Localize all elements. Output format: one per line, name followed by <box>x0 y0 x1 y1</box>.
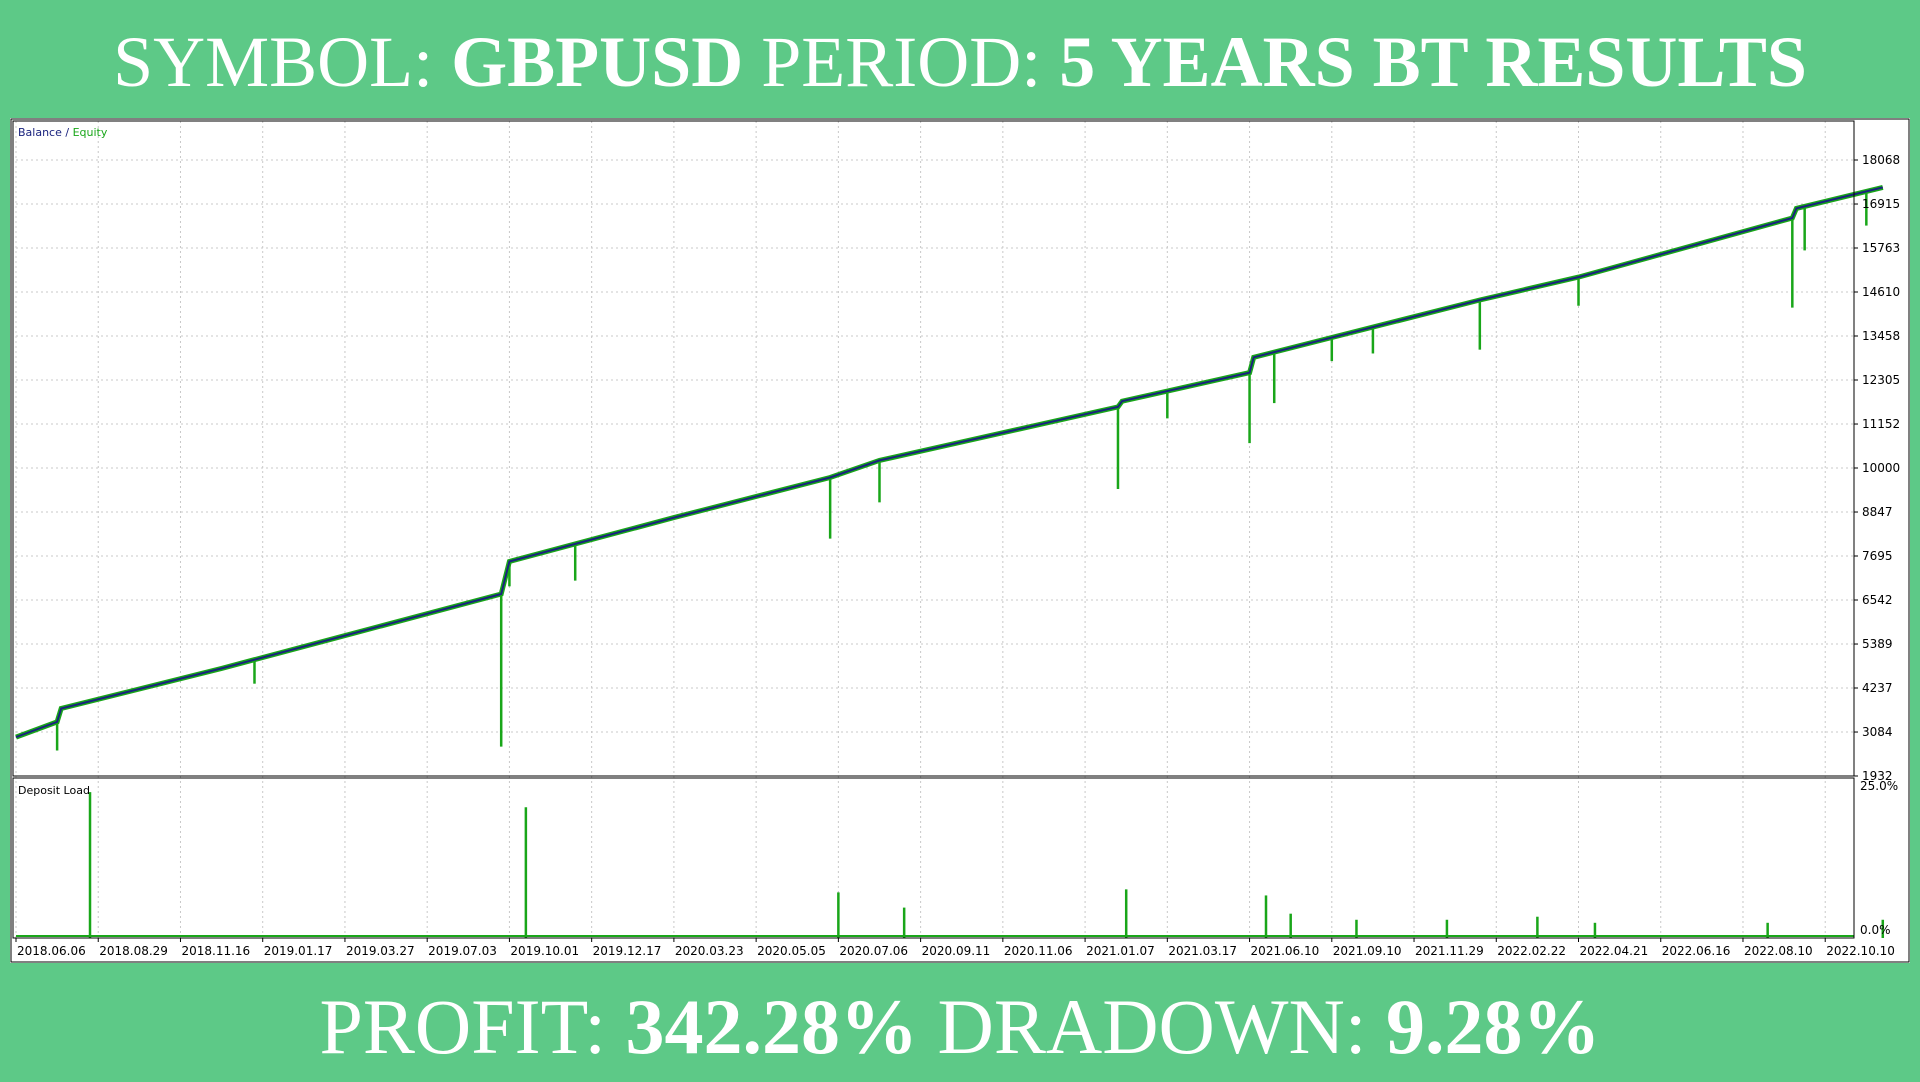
x-tick-label: 2021.01.07 <box>1086 944 1155 958</box>
x-axis-ticks: 2018.06.06 2018.08.29 2018.11.16 2019.01.17… <box>15 938 1895 958</box>
x-tick-label: 2018.08.29 <box>99 944 168 958</box>
x-tick-label: 2019.12.17 <box>593 944 662 958</box>
x-tick-label: 2020.07.06 <box>839 944 908 958</box>
y-tick-label: 18068 <box>1862 153 1900 167</box>
results-banner: PROFIT: 342.28% DRADOWN: 9.28% <box>0 972 1920 1082</box>
x-tick-label: 2019.01.17 <box>264 944 333 958</box>
x-tick-label: 2021.06.10 <box>1251 944 1320 958</box>
y-tick-label: 15763 <box>1862 241 1900 255</box>
equity-series <box>15 184 1884 751</box>
chart-outer-border <box>10 118 1910 963</box>
x-tick-label: 2022.04.21 <box>1580 944 1649 958</box>
profit-value: 342.28% <box>625 983 919 1070</box>
y-tick-label: 11152 <box>1862 417 1900 431</box>
y-tick-label: 6542 <box>1862 593 1893 607</box>
drawdown-value: 9.28% <box>1386 983 1601 1070</box>
x-tick-label: 2021.11.29 <box>1415 944 1484 958</box>
x-tick-label: 2022.02.22 <box>1497 944 1566 958</box>
y-tick-label: 12305 <box>1862 373 1900 387</box>
y-tick-label: 13458 <box>1862 329 1900 343</box>
legend-equity: Equity <box>73 126 108 139</box>
x-tick-label: 2021.09.10 <box>1333 944 1402 958</box>
deposit-load-title: Deposit Load <box>18 784 90 797</box>
y-tick-label: 14610 <box>1862 285 1900 299</box>
x-tick-label: 2020.05.05 <box>757 944 826 958</box>
deposit-load-series <box>16 792 1885 938</box>
y-tick-label: 10000 <box>1862 461 1900 475</box>
x-tick-label: 2020.11.06 <box>1004 944 1073 958</box>
title-banner: SYMBOL: GBPUSD PERIOD: 5 YEARS BT RESULT… <box>0 12 1920 112</box>
y-tick-label: 4237 <box>1862 681 1893 695</box>
y-axis-ticks: 18068 16915 15763 14610 13458 12305 11152 10000… <box>1854 153 1900 937</box>
backtest-chart: 18068 16915 15763 14610 13458 12305 11152 10000… <box>10 118 1910 963</box>
x-tick-label: 2019.07.03 <box>428 944 497 958</box>
drawdown-label: DRADOWN: <box>937 983 1367 1070</box>
x-tick-label: 2021.03.17 <box>1168 944 1237 958</box>
load-y-tick-label: 0.0% <box>1860 923 1891 937</box>
profit-label: PROFIT: <box>319 983 607 1070</box>
x-tick-label: 2019.10.01 <box>510 944 579 958</box>
x-tick-label: 2022.08.10 <box>1744 944 1813 958</box>
x-tick-label: 2018.11.16 <box>181 944 250 958</box>
symbol-value: GBPUSD <box>451 22 744 102</box>
x-tick-label: 2022.10.10 <box>1826 944 1895 958</box>
chart-legend: Balance / Equity <box>18 126 108 139</box>
y-tick-label: 16915 <box>1862 197 1900 211</box>
y-tick-label: 5389 <box>1862 637 1893 651</box>
period-value: 5 YEARS BT RESULTS <box>1059 22 1807 102</box>
x-tick-label: 2019.03.27 <box>346 944 415 958</box>
chart-panel: 18068 16915 15763 14610 13458 12305 11152 10000… <box>10 118 1910 963</box>
panel-frames <box>10 118 1910 963</box>
x-tick-label: 2020.03.23 <box>675 944 744 958</box>
y-tick-label: 7695 <box>1862 549 1893 563</box>
load-y-tick-label: 25.0% <box>1860 779 1898 793</box>
legend-balance: Balance <box>18 126 62 139</box>
y-tick-label: 8847 <box>1862 505 1893 519</box>
symbol-label: SYMBOL: <box>113 22 434 102</box>
balance-series <box>15 186 1884 739</box>
legend-separator: / <box>62 126 73 139</box>
load-panel-border <box>12 777 1855 939</box>
x-tick-label: 2022.06.16 <box>1662 944 1731 958</box>
period-label: PERIOD: <box>761 22 1042 102</box>
main-panel-border <box>12 120 1855 777</box>
x-tick-label: 2018.06.06 <box>17 944 86 958</box>
grid <box>15 121 1854 938</box>
x-tick-label: 2020.09.11 <box>922 944 991 958</box>
y-tick-label: 1932 <box>1862 769 1893 783</box>
balance-line <box>15 186 1884 739</box>
y-tick-label: 3084 <box>1862 725 1893 739</box>
